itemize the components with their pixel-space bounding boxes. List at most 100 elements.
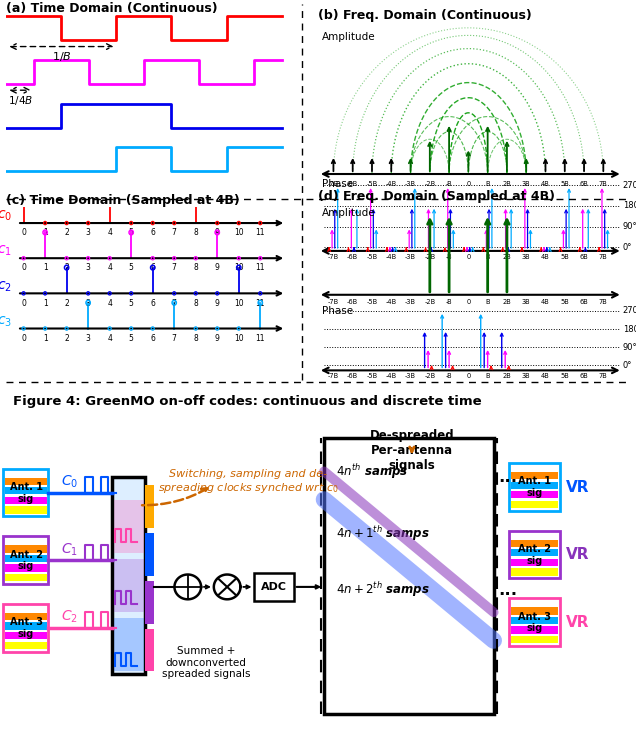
Text: 90°: 90° <box>623 222 636 231</box>
Text: -5B: -5B <box>366 299 378 305</box>
Text: 1: 1 <box>43 228 48 237</box>
Text: 2B: 2B <box>502 254 511 260</box>
Text: -5B: -5B <box>366 254 378 260</box>
Text: 2B: 2B <box>502 299 511 305</box>
Text: 4: 4 <box>107 298 112 308</box>
Text: 2: 2 <box>64 334 69 342</box>
Text: 0: 0 <box>21 334 26 342</box>
Text: 3: 3 <box>86 263 90 272</box>
Text: Figure 4: GreenMO on-off codes: continuous and discrete time: Figure 4: GreenMO on-off codes: continuo… <box>13 395 481 408</box>
Text: 6B: 6B <box>579 181 588 187</box>
Text: -B: -B <box>446 373 452 379</box>
Text: 7: 7 <box>172 298 177 308</box>
Bar <box>511 539 558 547</box>
Text: 0°: 0° <box>623 243 632 252</box>
Text: -6B: -6B <box>347 373 358 379</box>
Bar <box>114 500 144 553</box>
Text: $c_1$: $c_1$ <box>0 244 11 258</box>
Text: 180°: 180° <box>623 201 636 210</box>
Bar <box>5 632 46 639</box>
Text: 6B: 6B <box>579 373 588 379</box>
Text: 9: 9 <box>215 334 219 342</box>
Text: -2B: -2B <box>424 299 436 305</box>
Text: 6B: 6B <box>579 254 588 260</box>
Bar <box>509 531 560 579</box>
Bar <box>324 438 494 714</box>
Text: 7B: 7B <box>599 181 608 187</box>
Text: 0: 0 <box>466 373 471 379</box>
Text: 11: 11 <box>256 263 265 272</box>
Text: ...: ... <box>498 468 517 486</box>
Text: -3B: -3B <box>405 181 416 187</box>
Bar <box>5 622 46 630</box>
Text: $1/B$: $1/B$ <box>52 50 71 63</box>
Text: -2B: -2B <box>424 181 436 187</box>
Text: 270°: 270° <box>623 306 636 315</box>
Bar <box>146 534 154 576</box>
Text: $C_2$: $C_2$ <box>60 609 78 625</box>
Text: 6: 6 <box>150 334 155 342</box>
Bar <box>5 613 46 620</box>
Text: 11: 11 <box>256 298 265 308</box>
Text: Switching, sampling and de-
spreading clocks synched wrt $c_0$: Switching, sampling and de- spreading cl… <box>158 469 339 494</box>
Bar <box>511 617 558 624</box>
Bar <box>114 618 144 672</box>
Text: Ant. 1
sig: Ant. 1 sig <box>518 476 551 498</box>
Text: (a) Time Domain (Continuous): (a) Time Domain (Continuous) <box>6 1 218 15</box>
Text: Amplitude: Amplitude <box>322 32 375 41</box>
Text: 5: 5 <box>128 263 134 272</box>
Bar <box>146 630 154 672</box>
Text: 2: 2 <box>64 263 69 272</box>
Text: 0: 0 <box>21 298 26 308</box>
Text: 4B: 4B <box>541 254 550 260</box>
Text: 11: 11 <box>256 334 265 342</box>
Text: -4B: -4B <box>385 181 397 187</box>
Text: -7B: -7B <box>328 299 339 305</box>
Bar <box>5 506 46 514</box>
Bar <box>3 469 48 517</box>
Text: $c_3$: $c_3$ <box>0 314 11 328</box>
Text: 4B: 4B <box>541 181 550 187</box>
Text: Ant. 2
sig: Ant. 2 sig <box>518 544 551 565</box>
Bar <box>509 599 560 646</box>
Bar <box>511 472 558 479</box>
Bar <box>5 545 46 553</box>
Text: -4B: -4B <box>385 373 397 379</box>
Text: 2: 2 <box>64 298 69 308</box>
Text: 9: 9 <box>215 298 219 308</box>
Bar <box>114 559 144 613</box>
Text: 7B: 7B <box>599 299 608 305</box>
Text: -7B: -7B <box>328 181 339 187</box>
Text: 10: 10 <box>234 228 244 237</box>
Text: 3: 3 <box>86 298 90 308</box>
Text: De-spreaded
Per-antenna
signals: De-spreaded Per-antenna signals <box>370 429 454 472</box>
Text: 270°: 270° <box>623 181 636 190</box>
Text: 8: 8 <box>193 263 198 272</box>
Text: 10: 10 <box>234 334 244 342</box>
Text: 5B: 5B <box>560 373 569 379</box>
Text: -6B: -6B <box>347 181 358 187</box>
Bar <box>511 607 558 615</box>
Text: 7: 7 <box>172 334 177 342</box>
Text: 6: 6 <box>150 298 155 308</box>
Text: 90°: 90° <box>623 342 636 351</box>
Text: 2B: 2B <box>502 181 511 187</box>
Text: -5B: -5B <box>366 373 378 379</box>
Bar <box>511 549 558 556</box>
Text: Phase: Phase <box>322 179 353 190</box>
Text: 11: 11 <box>256 228 265 237</box>
Text: 4: 4 <box>107 334 112 342</box>
Text: 10: 10 <box>234 298 244 308</box>
Text: 1: 1 <box>43 334 48 342</box>
Text: $4n+2^{th}$ samps: $4n+2^{th}$ samps <box>336 580 430 599</box>
Text: $1/4B$: $1/4B$ <box>8 94 32 107</box>
Bar <box>5 487 46 494</box>
Bar <box>112 477 146 675</box>
Text: (d) Freq. Domain (Sampled at 4B): (d) Freq. Domain (Sampled at 4B) <box>318 190 555 203</box>
Bar <box>511 627 558 634</box>
Bar <box>511 568 558 576</box>
Text: 7B: 7B <box>599 373 608 379</box>
Text: -3B: -3B <box>405 254 416 260</box>
Text: 5: 5 <box>128 334 134 342</box>
Text: 6B: 6B <box>579 299 588 305</box>
